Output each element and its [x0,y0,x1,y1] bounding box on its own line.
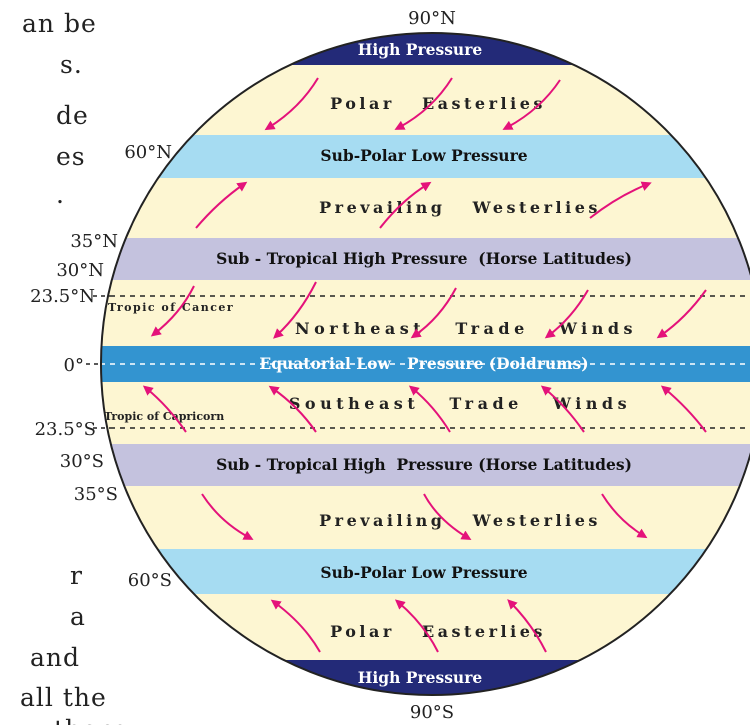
latitude-equator: 0° [64,355,84,376]
latitude-23n: 23.5°N [30,286,95,307]
arrow-south-polar-3 [507,599,547,653]
label-south-polar-easterlies: Polar Easterlies [330,622,546,641]
latitude-35n: 35°N [70,231,118,252]
label-south-subtropical-high: Sub - Tropical High Pressure (Horse Lati… [216,455,632,474]
arrow-se-trade-3 [408,385,451,433]
arrow-north-polar-1 [264,77,319,131]
arrow-ne-trade-2 [273,281,317,339]
label-northeast-trade-winds: Northeast Trade Winds [295,319,637,338]
page-text-7: a [70,602,86,631]
arrow-se-trade-4 [540,385,585,433]
arrow-south-westerly-1 [201,493,254,540]
arrow-se-trade-5 [660,385,707,433]
arrow-north-westerly-1 [195,181,248,229]
arrow-se-trade-2 [268,385,317,433]
page-text-6: r [70,561,83,590]
pressure-labels: High Pressure Sub-Polar Low Pressure Sub… [216,40,632,687]
latitude-90n: 90°N [408,8,456,29]
wind-labels: Polar Easterlies Prevailing Westerlies N… [289,94,637,641]
label-south-prevailing-westerlies: Prevailing Westerlies [319,511,601,530]
label-north-subtropical-high: Sub - Tropical High Pressure (Horse Lati… [216,249,632,268]
belt-north-subtropical-high [101,238,750,280]
page-text-9: all the [20,683,107,712]
label-equatorial-low: Equatorial Low Pressure (Doldrums) [259,354,588,373]
label-north-high-pressure: High Pressure [358,40,483,59]
page-text-fragments: an be s. de es . r a and all the thern [20,9,128,725]
dotted-extensions [86,295,110,429]
page-text-4: es [56,142,86,171]
latitude-30n: 30°N [56,260,104,281]
label-north-subpolar-low: Sub-Polar Low Pressure [320,146,527,165]
arrow-south-westerly-2 [423,493,472,541]
label-south-subpolar-low: Sub-Polar Low Pressure [320,563,527,582]
latitude-60s: 60°S [128,570,172,591]
label-tropic-of-cancer: Tropic of Cancer [108,301,234,314]
arrow-ne-trade-1 [150,285,195,337]
arrow-south-polar-2 [394,599,439,653]
page-text-2: s. [60,50,83,79]
belt-south-subtropical-high [101,444,750,486]
latitude-35s: 35°S [74,484,118,505]
belt-north-subpolar-low [101,135,750,178]
arrow-north-polar-3 [502,79,561,130]
label-southeast-trade-winds: Southeast Trade Winds [289,394,631,413]
page-text-10: thern [54,715,128,725]
latitude-60n: 60°N [124,142,172,163]
label-south-high-pressure: High Pressure [358,668,483,687]
globe-outline [100,32,750,696]
arrow-south-polar-1 [270,599,321,653]
latitude-30s: 30°S [60,451,104,472]
label-north-polar-easterlies: Polar Easterlies [330,94,546,113]
globe [100,32,750,696]
latitude-23s: 23.5°S [35,419,96,440]
page-text-1: an be [22,9,97,38]
arrow-se-trade-1 [142,385,187,433]
arrow-ne-trade-4 [544,289,589,339]
belt-south-subpolar-low [101,549,750,594]
page-text-8: and [30,643,80,672]
latitude-labels: 90°N 60°N 35°N 30°N 23.5°N 0° 23.5°S 30°… [30,8,456,723]
wind-arrows [142,77,707,653]
latitude-90s: 90°S [410,702,454,723]
arrow-ne-trade-5 [656,289,707,339]
arrow-north-polar-2 [394,77,453,130]
label-north-prevailing-westerlies: Prevailing Westerlies [319,198,601,217]
arrow-north-westerly-3 [589,181,652,219]
arrow-south-westerly-3 [601,493,648,539]
page-text-5: . [56,180,65,209]
arrow-north-westerly-2 [379,181,432,229]
label-tropic-of-capricorn: Tropic of Capricorn [104,410,224,423]
arrow-ne-trade-3 [410,287,457,339]
tropic-labels: Tropic of Cancer Tropic of Capricorn [104,301,234,423]
page-text-3: de [56,101,89,130]
